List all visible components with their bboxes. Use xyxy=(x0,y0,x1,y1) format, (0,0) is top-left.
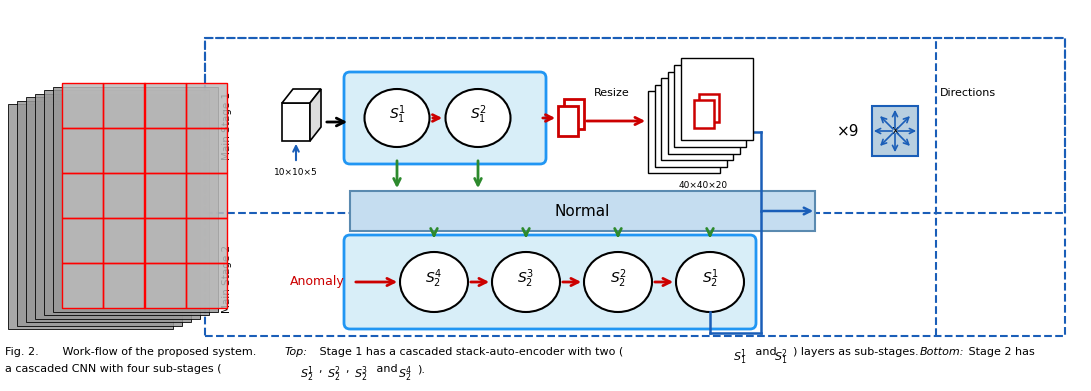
Text: $S_2^2$: $S_2^2$ xyxy=(610,268,626,290)
Text: $S_2^1$: $S_2^1$ xyxy=(300,364,314,384)
Bar xyxy=(698,95,719,122)
Text: $S_1^2$: $S_1^2$ xyxy=(774,347,788,367)
Text: $S_2^4$: $S_2^4$ xyxy=(425,268,443,290)
Ellipse shape xyxy=(400,252,468,312)
Bar xyxy=(62,83,227,308)
Text: a cascaded CNN with four sub-stages (: a cascaded CNN with four sub-stages ( xyxy=(5,364,221,374)
Bar xyxy=(681,59,753,140)
Text: $S_1^2$: $S_1^2$ xyxy=(469,104,487,126)
Text: Top:: Top: xyxy=(285,347,308,357)
Polygon shape xyxy=(281,89,321,103)
Bar xyxy=(144,173,185,218)
Bar xyxy=(185,83,227,128)
Bar xyxy=(62,218,104,263)
Bar xyxy=(62,173,104,218)
Bar xyxy=(350,191,815,231)
Bar xyxy=(104,128,144,173)
Text: ×9: ×9 xyxy=(837,124,860,138)
Text: $S_2^1$: $S_2^1$ xyxy=(702,268,719,290)
FancyBboxPatch shape xyxy=(344,72,546,164)
Polygon shape xyxy=(310,89,321,141)
Text: Stage 2 has: Stage 2 has xyxy=(966,347,1034,357)
Text: Resize: Resize xyxy=(595,88,630,98)
Bar xyxy=(564,99,584,129)
Text: and: and xyxy=(373,364,401,374)
Text: ,: , xyxy=(346,364,353,374)
Text: Fig. 2.: Fig. 2. xyxy=(5,347,39,357)
Ellipse shape xyxy=(584,252,652,312)
Text: $S_2^2$: $S_2^2$ xyxy=(327,364,341,384)
Bar xyxy=(8,104,173,329)
Text: Main Stage 1: Main Stage 1 xyxy=(221,91,232,160)
FancyBboxPatch shape xyxy=(344,235,756,329)
Bar xyxy=(44,90,209,315)
Bar xyxy=(53,86,218,312)
Bar xyxy=(674,65,746,147)
Text: and: and xyxy=(752,347,780,357)
Bar xyxy=(144,218,185,263)
Text: Normal: Normal xyxy=(555,203,610,219)
Text: Stage 1 has a cascaded stack-auto-encoder with two (: Stage 1 has a cascaded stack-auto-encode… xyxy=(316,347,623,357)
Bar xyxy=(694,100,714,129)
Bar xyxy=(185,218,227,263)
Bar xyxy=(185,263,227,308)
Text: ).: ). xyxy=(417,364,425,374)
Text: 40×40×20: 40×40×20 xyxy=(679,181,728,190)
Bar xyxy=(281,103,310,141)
Text: $S_2^4$: $S_2^4$ xyxy=(398,364,412,384)
Bar xyxy=(205,38,1065,336)
Bar xyxy=(62,128,104,173)
Text: Directions: Directions xyxy=(940,88,996,98)
Bar xyxy=(62,83,104,128)
Bar xyxy=(205,38,1065,213)
Ellipse shape xyxy=(492,252,560,312)
Text: Anomaly: Anomaly xyxy=(290,276,345,289)
Bar xyxy=(144,128,185,173)
Bar xyxy=(17,100,182,325)
Text: x: x xyxy=(891,124,899,138)
Text: $S_1^1$: $S_1^1$ xyxy=(388,104,406,126)
Bar xyxy=(35,93,200,319)
Bar xyxy=(104,173,144,218)
Text: ) layers as sub-stages.: ) layers as sub-stages. xyxy=(793,347,922,357)
Ellipse shape xyxy=(364,89,430,147)
Text: 10×10×5: 10×10×5 xyxy=(274,168,317,177)
Ellipse shape xyxy=(445,89,511,147)
Bar xyxy=(648,91,720,173)
Bar xyxy=(661,78,733,160)
Text: $S_2^3$: $S_2^3$ xyxy=(353,364,368,384)
Bar xyxy=(872,106,918,156)
Text: $S_1^1$: $S_1^1$ xyxy=(733,347,747,367)
Bar xyxy=(104,218,144,263)
Text: Work-flow of the proposed system.: Work-flow of the proposed system. xyxy=(52,347,260,357)
Bar xyxy=(558,106,578,136)
Bar xyxy=(62,263,104,308)
Text: Main Stage 2: Main Stage 2 xyxy=(221,245,232,313)
Bar xyxy=(668,72,740,154)
Bar xyxy=(144,263,185,308)
Bar xyxy=(655,84,727,167)
Bar xyxy=(185,173,227,218)
Text: Bottom:: Bottom: xyxy=(920,347,964,357)
Bar xyxy=(26,97,191,322)
Text: ,: , xyxy=(319,364,326,374)
Bar xyxy=(104,83,144,128)
Ellipse shape xyxy=(676,252,744,312)
Bar xyxy=(144,83,185,128)
Text: $S_2^3$: $S_2^3$ xyxy=(517,268,535,290)
Bar xyxy=(185,128,227,173)
Bar xyxy=(104,263,144,308)
